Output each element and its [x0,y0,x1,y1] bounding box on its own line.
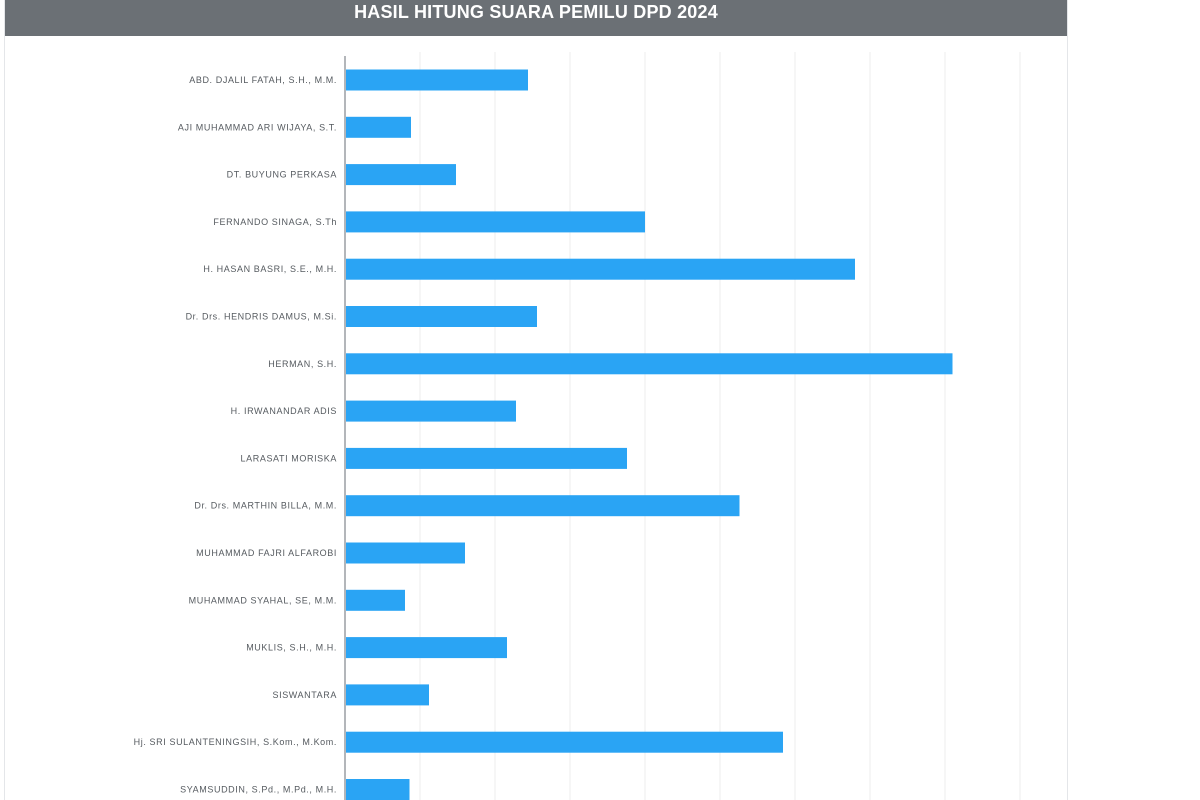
bar[interactable] [346,447,627,469]
bar[interactable] [346,684,429,706]
category-label: SYAMSUDDIN, S.Pd., M.Pd., M.H. [180,785,337,795]
bar[interactable] [346,779,410,800]
category-label: FERNANDO SINAGA, S.Th [213,217,337,227]
category-label: MUKLIS, S.H., M.H. [246,643,337,653]
bar[interactable] [346,400,516,422]
bar[interactable] [346,589,405,611]
bar-chart: ABD. DJALIL FATAH, S.H., M.M. AJI MUHAMMA… [134,52,1021,800]
chart-title: HASIL HITUNG SUARA PEMILU DPD 2024 [354,1,718,22]
category-label: LARASATI MORISKA [241,453,337,463]
category-label: Hj. SRI SULANTENINGSIH, S.Kom., M.Kom. [134,737,337,747]
bar[interactable] [346,164,456,186]
bar[interactable] [346,69,528,91]
category-label: Dr. Drs. MARTHIN BILLA, M.M. [194,501,337,511]
category-label: MUHAMMAD SYAHAL, SE, M.M. [189,595,337,605]
category-label: ABD. DJALIL FATAH, S.H., M.M. [189,75,337,85]
bar[interactable] [346,731,783,753]
category-label: HERMAN, S.H. [268,359,337,369]
bar[interactable] [346,353,953,375]
category-label: MUHAMMAD FAJRI ALFAROBI [196,548,337,558]
bar[interactable] [346,542,465,564]
bar[interactable] [346,306,537,327]
category-label: H. IRWANANDAR ADIS [231,406,337,416]
chart-panel: HASIL HITUNG SUARA PEMILU DPD 2024 ABD. … [4,0,1068,800]
bar[interactable] [346,258,855,280]
bar[interactable] [346,637,507,659]
category-label: AJI MUHAMMAD ARI WIJAYA, S.T. [178,122,337,132]
bar[interactable] [346,211,645,233]
chart-header: HASIL HITUNG SUARA PEMILU DPD 2024 [5,0,1067,36]
category-label: H. HASAN BASRI, S.E., M.H. [203,264,337,274]
category-label: DT. BUYUNG PERKASA [227,170,337,180]
category-label: SISWANTARA [272,690,337,700]
bar[interactable] [346,495,740,517]
category-label: Dr. Drs. HENDRIS DAMUS, M.Si. [186,312,337,322]
bar[interactable] [346,116,411,138]
